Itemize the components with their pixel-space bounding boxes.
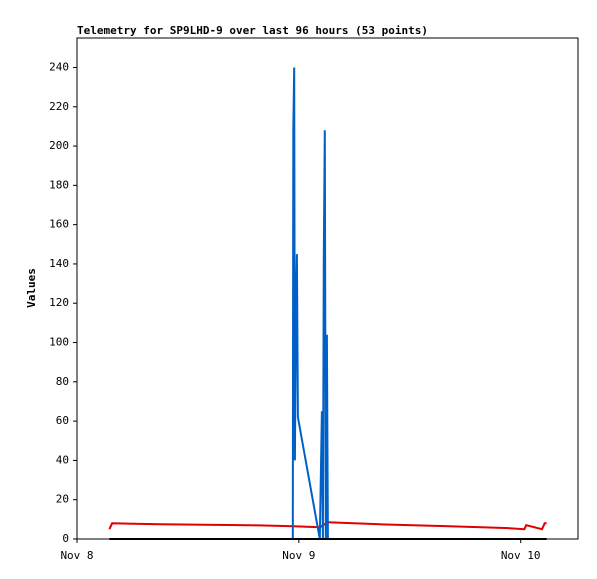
y-axis-label: Values bbox=[25, 268, 38, 308]
y-tick-label: 240 bbox=[49, 60, 69, 73]
y-tick-label: 180 bbox=[49, 178, 69, 191]
y-tick-label: 120 bbox=[49, 296, 69, 309]
y-tick-label: 140 bbox=[49, 257, 69, 270]
x-tick-label: Nov 10 bbox=[501, 549, 541, 562]
y-tick-label: 160 bbox=[49, 218, 69, 231]
y-tick-label: 220 bbox=[49, 100, 69, 113]
x-tick-label: Nov 8 bbox=[60, 549, 93, 562]
chart-title: Telemetry for SP9LHD-9 over last 96 hour… bbox=[77, 24, 428, 37]
y-tick-label: 40 bbox=[56, 453, 69, 466]
y-tick-label: 0 bbox=[62, 532, 69, 545]
y-tick-label: 60 bbox=[56, 414, 69, 427]
series-line bbox=[291, 67, 329, 540]
y-tick-label: 80 bbox=[56, 375, 69, 388]
y-tick-label: 200 bbox=[49, 139, 69, 152]
series-line bbox=[108, 521, 547, 531]
y-tick-label: 20 bbox=[56, 493, 69, 506]
x-tick-label: Nov 9 bbox=[282, 549, 315, 562]
y-tick-label: 100 bbox=[49, 336, 69, 349]
